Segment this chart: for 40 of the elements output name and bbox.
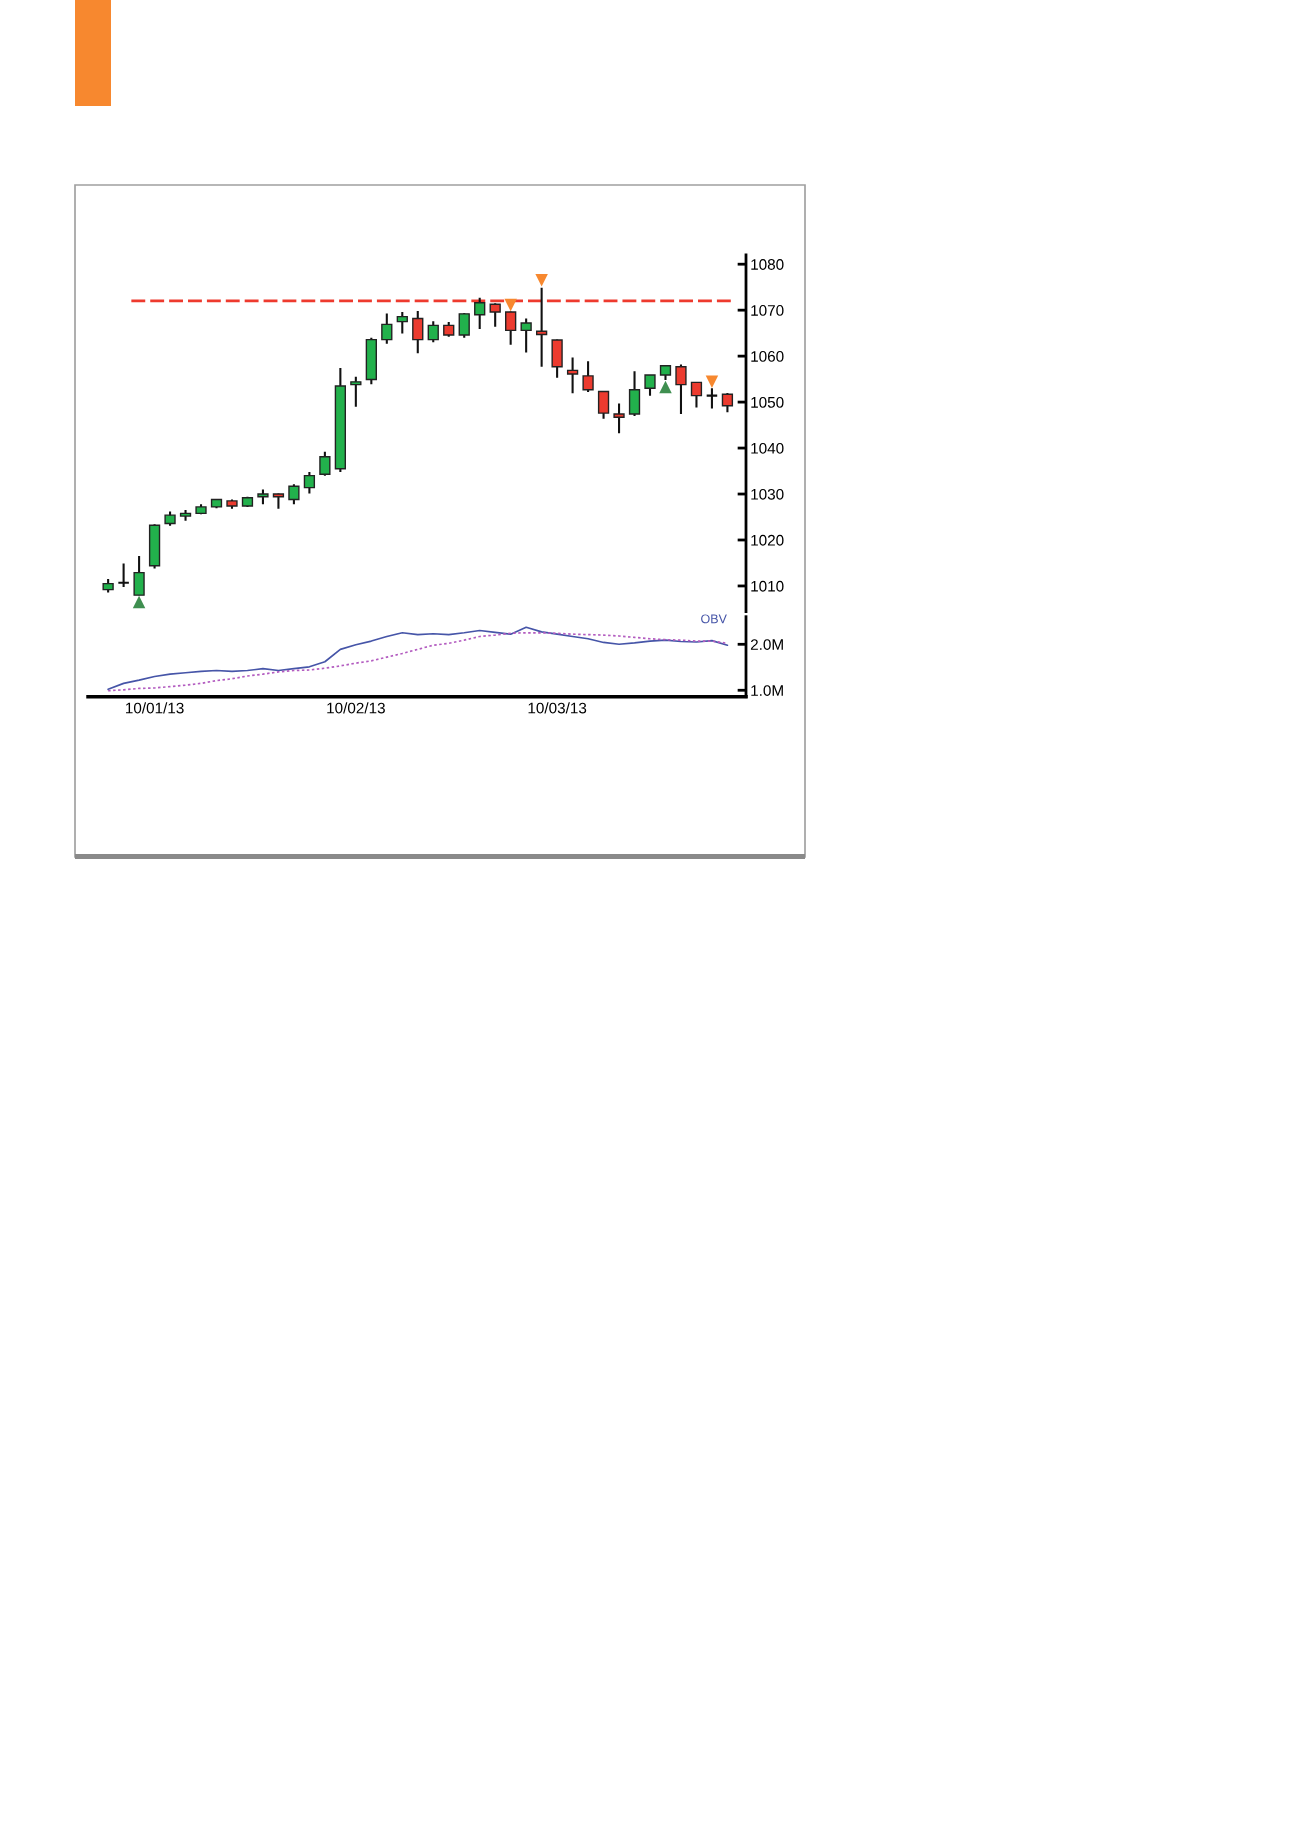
- x-tick-label: 10/01/13: [126, 702, 184, 714]
- candlestick: [319, 450, 331, 477]
- candlestick: [458, 311, 470, 339]
- candlestick: [427, 320, 439, 344]
- y-tick-label: 1070: [751, 305, 784, 316]
- candlestick: [644, 373, 656, 397]
- y-tick-label: 1080: [751, 259, 784, 270]
- x-tick-label: 10/02/13: [327, 702, 385, 714]
- candlestick: [350, 375, 362, 408]
- y-tick-label: 2.0M: [750, 639, 783, 650]
- x-tick-label: 10/03/13: [528, 702, 587, 714]
- candlestick: [288, 483, 300, 506]
- candlestick: [303, 470, 316, 495]
- candlestick: [613, 402, 625, 435]
- point: [535, 274, 548, 287]
- series-label: OBV: [701, 614, 727, 624]
- candlestick: [721, 391, 734, 414]
- candlestick: [412, 310, 424, 355]
- candlestick: [179, 509, 192, 522]
- point: [659, 380, 672, 394]
- point: [132, 595, 146, 609]
- candlestick: [690, 381, 703, 409]
- candlestick: [582, 360, 594, 394]
- point: [705, 375, 719, 389]
- y-tick-label: 1060: [751, 350, 784, 362]
- y-tick-label: 1030: [751, 488, 784, 500]
- y-tick-label: 1010: [751, 580, 784, 592]
- candlestick: [381, 312, 393, 345]
- candlestick: [117, 562, 130, 588]
- y-tick-label: 1.0M: [751, 685, 783, 696]
- candlestick: [474, 296, 486, 331]
- candlestick: [675, 363, 687, 416]
- candlestick: [597, 390, 610, 420]
- point: [504, 298, 517, 312]
- y-tick-label: 1040: [751, 442, 784, 454]
- candlestick: [520, 317, 532, 354]
- y-tick-label: 1050: [751, 396, 784, 408]
- candlestick: [396, 310, 408, 335]
- candlestick: [566, 356, 579, 395]
- y-tick-label: 1020: [751, 534, 784, 546]
